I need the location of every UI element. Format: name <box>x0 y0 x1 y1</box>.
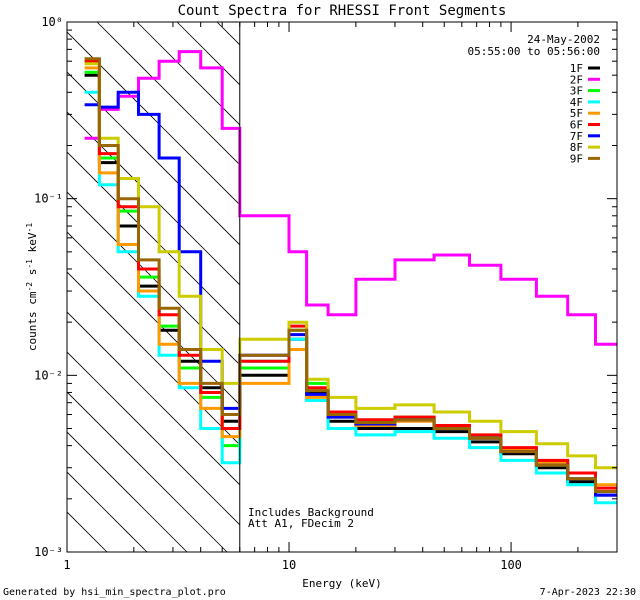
x-tick-label: 1 <box>63 558 70 572</box>
chart-title: Count Spectra for RHESSI Front Segments <box>178 3 507 19</box>
legend: 24-May-2002 05:55:00 to 05:56:00 1F2F3F4… <box>468 33 600 165</box>
legend-label-2F: 2F <box>570 73 583 86</box>
annotation-background: Includes Background <box>248 506 374 519</box>
hatch-line-2 <box>67 471 148 552</box>
y-tick-label: 10⁻¹ <box>34 192 63 206</box>
legend-label-3F: 3F <box>570 85 583 98</box>
legend-label-9F: 9F <box>570 152 583 165</box>
hatch-line-14 <box>96 22 240 166</box>
y-tick-label: 10⁻³ <box>34 545 63 559</box>
x-tick-label: 10 <box>282 558 296 572</box>
hatch-line-7 <box>67 271 240 446</box>
series-line-2F <box>84 50 617 346</box>
hatch-line-8 <box>67 231 240 406</box>
series-line-6F <box>84 59 617 490</box>
legend-date: 24-May-2002 <box>527 33 600 46</box>
legend-label-4F: 4F <box>570 96 583 109</box>
y-tick-label: 10⁻² <box>34 368 63 382</box>
hatch-line-5 <box>67 351 240 526</box>
x-axis-label: Energy (keV) <box>302 577 381 590</box>
legend-label-6F: 6F <box>570 119 583 132</box>
hatch-line-4 <box>67 391 228 552</box>
legend-label-1F: 1F <box>570 62 583 75</box>
hatch-line-9 <box>67 191 240 366</box>
legend-label-7F: 7F <box>570 130 583 143</box>
hatch-line-12 <box>67 71 240 246</box>
x-tick-label: 100 <box>500 558 522 572</box>
y-tick-label: 10⁰ <box>41 15 63 29</box>
plot-frame <box>66 21 618 553</box>
legend-time-range: 05:55:00 to 05:56:00 <box>468 45 600 58</box>
legend-label-5F: 5F <box>570 107 583 120</box>
hatch-line-22 <box>417 22 640 552</box>
axes: 1 10 100 10⁰ 10⁻¹ 10⁻² 10⁻³ <box>34 15 618 572</box>
series-line-8F <box>84 62 617 470</box>
hatch-line-10 <box>67 151 240 326</box>
legend-label-8F: 8F <box>570 141 583 154</box>
footer-right: 7-Apr-2023 22:30 <box>540 587 636 598</box>
hatch-line-1 <box>67 511 108 552</box>
hatch-line-11 <box>67 111 240 286</box>
hatch-line-27 <box>617 22 640 552</box>
hatch-line-3 <box>67 431 188 552</box>
footer-left: Generated by hsi_min_spectra_plot.pro <box>3 587 226 598</box>
hatch-line-13 <box>67 31 240 206</box>
series-line-9F <box>84 57 617 493</box>
series-lines <box>84 50 617 505</box>
hatch-line-15 <box>136 22 240 126</box>
hatch-line-21 <box>377 22 640 552</box>
annotation-attenuator: Att A1, FDecim 2 <box>248 517 354 530</box>
hatch-line-6 <box>67 311 240 486</box>
y-axis-label: counts cm-2 s-1 keV-1 <box>25 223 39 351</box>
